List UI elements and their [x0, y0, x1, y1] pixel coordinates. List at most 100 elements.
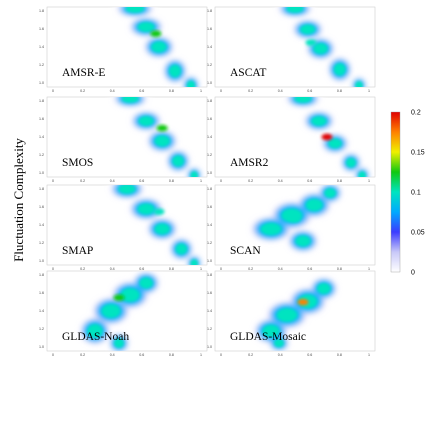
x-tick-label: 1: [200, 89, 202, 93]
density-blob: [319, 285, 329, 293]
heatmap-panel: SMAP 0 0.2 0.4 0.6 0.8 1 1.0 1.2 1.4 1.6 1.8: [39, 184, 208, 271]
x-tick-label: 0: [220, 267, 222, 271]
x-tick-label: 0.4: [110, 179, 115, 183]
x-tick-label: 1: [368, 353, 370, 357]
density-blob: [263, 224, 279, 234]
y-axis-label: Fluctuation Complexity: [11, 138, 26, 262]
x-tick-label: 0.2: [248, 89, 253, 93]
density-blob: [359, 172, 365, 177]
x-tick-label: 0.2: [80, 89, 85, 93]
density-blob: [171, 66, 179, 76]
density-blob: [140, 23, 152, 31]
x-tick-label: 0.2: [80, 353, 85, 357]
y-tick-label: 1.0: [207, 345, 212, 349]
y-tick-label: 1.0: [207, 171, 212, 175]
y-tick-label: 1.4: [207, 223, 212, 227]
density-blob: [265, 326, 277, 336]
y-tick-label: 1.8: [207, 273, 212, 277]
y-tick-label: 1.2: [207, 327, 212, 331]
y-tick-label: 1.4: [39, 45, 44, 49]
x-tick-label: 0.6: [139, 353, 144, 357]
y-tick-label: 1.2: [207, 241, 212, 245]
y-tick-label: 1.0: [207, 259, 212, 263]
y-tick-label: 1.6: [207, 205, 212, 209]
density-blob: [326, 189, 335, 197]
density-blob: [313, 117, 325, 125]
panel-label: AMSR-E: [62, 67, 105, 79]
density-peak: [297, 298, 309, 306]
x-tick-label: 0.2: [248, 179, 253, 183]
x-tick-label: 0.6: [139, 179, 144, 183]
density-blob: [297, 237, 309, 245]
y-tick-label: 1.8: [207, 187, 212, 191]
colorbar-tick-label: 0.1: [411, 190, 421, 197]
panel-label: SMOS: [62, 157, 93, 169]
colorbar-gradient: [390, 111, 401, 273]
y-tick-label: 1.4: [207, 309, 212, 313]
density-blob: [157, 225, 168, 233]
y-tick-label: 1.4: [207, 45, 212, 49]
x-tick-label: 0: [52, 267, 54, 271]
panel-label: ASCAT: [230, 67, 266, 79]
y-tick-label: 1.6: [39, 291, 44, 295]
density-peak: [153, 208, 165, 215]
x-tick-label: 0.4: [110, 267, 115, 271]
density-blob: [315, 45, 326, 53]
y-tick-label: 1.8: [39, 273, 44, 277]
heatmap-panel: SCAN 0 0.2 0.4 0.6 0.8 1 1.0 1.2 1.4 1.6 1.8: [207, 184, 376, 271]
panel-label: SMAP: [62, 245, 93, 257]
density-peak: [289, 215, 301, 222]
x-tick-label: 0.8: [337, 267, 342, 271]
density-peak: [150, 30, 162, 37]
density-blob: [153, 43, 165, 51]
density-blob: [297, 97, 309, 102]
x-tick-label: 0.6: [139, 267, 144, 271]
y-tick-label: 1.2: [39, 153, 44, 157]
x-tick-label: 0: [52, 89, 54, 93]
density-blob: [123, 290, 137, 300]
x-tick-label: 0.2: [248, 353, 253, 357]
density-blob: [335, 65, 344, 74]
y-tick-label: 1.4: [39, 309, 44, 313]
heatmap-panel: AMSR2 0 0.2 0.4 0.6 0.8 1 1.0 1.2 1.4 1.6 1.8: [207, 96, 376, 183]
y-tick-label: 1.8: [39, 187, 44, 191]
density-blob: [174, 157, 183, 165]
y-tick-label: 1.6: [39, 27, 44, 31]
y-tick-label: 1.6: [39, 117, 44, 121]
x-tick-label: 0: [52, 179, 54, 183]
density-blob: [279, 310, 295, 320]
x-tick-label: 1: [200, 267, 202, 271]
x-tick-label: 0.4: [278, 89, 283, 93]
y-tick-label: 1.0: [207, 81, 212, 85]
y-tick-label: 1.8: [39, 99, 44, 103]
x-tick-label: 0.8: [169, 353, 174, 357]
y-tick-label: 1.6: [39, 205, 44, 209]
y-tick-label: 1.2: [207, 63, 212, 67]
density-blob: [188, 82, 194, 87]
x-tick-label: 0: [220, 89, 222, 93]
density-blob: [289, 7, 301, 12]
x-tick-label: 0: [52, 353, 54, 357]
y-tick-label: 1.4: [39, 223, 44, 227]
colorbar: 0 0.05 0.1 0.15 0.2: [390, 110, 425, 277]
x-tick-label: 0.4: [278, 267, 283, 271]
heatmap-panel: ASCAT 0 0.2 0.4 0.6 0.8 1 1.0 1.2 1.4 1.6 1.8: [207, 6, 376, 93]
x-tick-label: 0.8: [169, 89, 174, 93]
y-tick-label: 1.8: [207, 9, 212, 13]
colorbar-tick-label: 0.15: [411, 150, 425, 157]
y-tick-label: 1.0: [39, 81, 44, 85]
density-blob: [356, 82, 362, 87]
y-tick-label: 1.8: [207, 99, 212, 103]
y-tick-label: 1.0: [39, 345, 44, 349]
panel-label: SCAN: [230, 245, 261, 257]
density-blob: [115, 339, 123, 347]
x-tick-label: 0: [220, 353, 222, 357]
heatmap-panel: GLDAS-Noah 0 0.2 0.4 0.6 0.8 1 1.0 1.2 1.4 1.6 1.8: [39, 270, 208, 357]
x-tick-label: 0.2: [80, 179, 85, 183]
density-peak: [321, 133, 333, 141]
x-tick-label: 1: [368, 267, 370, 271]
x-tick-label: 0.8: [169, 267, 174, 271]
x-tick-label: 0.6: [139, 89, 144, 93]
x-tick-label: 0.6: [307, 267, 312, 271]
